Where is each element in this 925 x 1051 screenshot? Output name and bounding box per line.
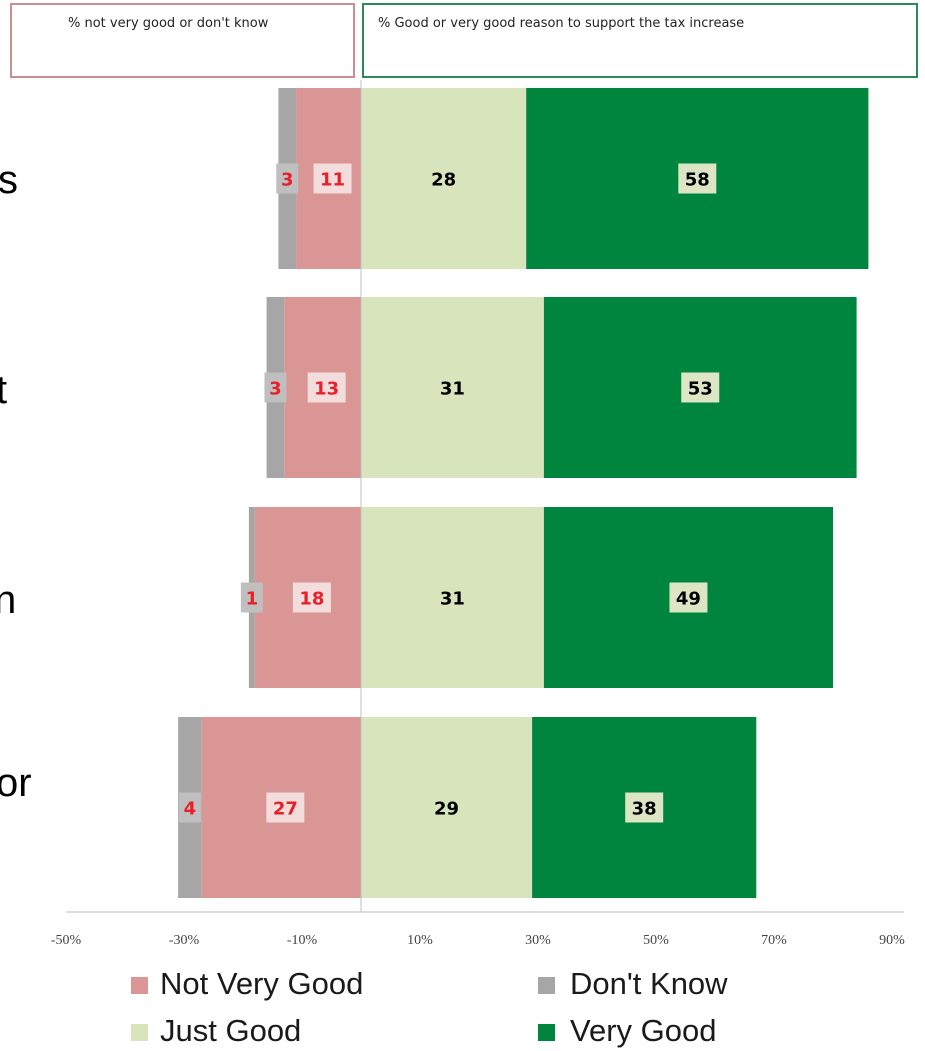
data-label-dont-know-4: 4 <box>184 799 197 820</box>
data-label-not-very-good-2: 13 <box>314 379 339 400</box>
bar-just-good-3 <box>361 507 544 688</box>
header-left-label: % not very good or don't know <box>68 16 269 31</box>
data-label-very-good-4-box <box>625 792 664 823</box>
x-tick-label-1: -50% <box>51 933 82 948</box>
data-label-very-good-1: 58 <box>685 170 710 191</box>
data-label-just-good-2: 31 <box>440 379 465 400</box>
row-label-fragment-4: or <box>0 761 32 805</box>
legend-label-dont-know: Don't Know <box>570 966 728 1001</box>
x-tick-label-7: 70% <box>761 933 787 948</box>
x-tick-label-3: -10% <box>287 933 318 948</box>
data-label-not-very-good-1-box <box>313 163 352 194</box>
legend-swatch-dont-know <box>538 977 555 994</box>
data-label-dont-know-4-box <box>178 792 201 823</box>
header-left-box: % not very good or don't know <box>10 3 355 78</box>
row-label-fragment-3: n <box>0 578 17 622</box>
data-label-not-very-good-2-box <box>307 372 346 403</box>
data-label-not-very-good-3-box <box>292 582 331 613</box>
row-label-fragment-2: t <box>0 368 8 412</box>
data-label-dont-know-2: 3 <box>269 379 282 400</box>
data-label-very-good-3-box <box>669 582 708 613</box>
data-label-not-very-good-4: 27 <box>273 799 298 820</box>
bar-just-good-2 <box>361 297 544 478</box>
legend-swatch-not-very-good <box>131 977 148 994</box>
data-label-just-good-1: 28 <box>431 170 456 191</box>
data-label-very-good-2-box <box>681 372 720 403</box>
data-label-very-good-4: 38 <box>632 799 657 820</box>
row-label-fragment-1: s <box>0 158 18 202</box>
bar-just-good-1 <box>361 88 527 269</box>
data-label-dont-know-3: 1 <box>246 589 259 610</box>
data-label-dont-know-2-box <box>264 372 287 403</box>
data-label-very-good-2: 53 <box>688 379 713 400</box>
data-label-not-very-good-1: 11 <box>320 170 345 191</box>
legend-label-just-good: Just Good <box>160 1013 302 1048</box>
data-label-dont-know-1: 3 <box>281 170 294 191</box>
x-tick-label-5: 30% <box>525 933 551 948</box>
header-right-box: % Good or very good reason to support th… <box>362 3 918 78</box>
legend-swatch-very-good <box>538 1024 555 1041</box>
x-tick-label-6: 50% <box>643 933 669 948</box>
data-label-not-very-good-4-box <box>266 792 305 823</box>
data-label-dont-know-1-box <box>276 163 299 194</box>
data-label-very-good-3: 49 <box>676 589 701 610</box>
x-tick-label-2: -30% <box>169 933 200 948</box>
bar-just-good-4 <box>361 717 533 898</box>
data-label-very-good-1-box <box>678 163 717 194</box>
data-label-dont-know-3-box <box>240 582 263 613</box>
diverging-bar-chart: 11 3 28 58 13 3 31 53 18 1 31 49 27 4 29 38 -50% -30% -10%… <box>51 80 905 948</box>
legend-swatch-just-good <box>131 1024 148 1041</box>
data-label-just-good-3: 31 <box>440 589 465 610</box>
data-label-just-good-4: 29 <box>434 799 459 820</box>
x-tick-label-8: 90% <box>879 933 905 948</box>
x-tick-label-4: 10% <box>407 933 433 948</box>
header-right-label: % Good or very good reason to support th… <box>378 16 745 31</box>
legend-label-not-very-good: Not Very Good <box>160 966 364 1001</box>
legend-label-very-good: Very Good <box>570 1013 717 1048</box>
data-label-not-very-good-3: 18 <box>299 589 324 610</box>
